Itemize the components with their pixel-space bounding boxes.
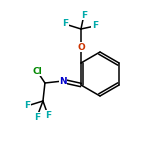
Text: F: F [34, 112, 40, 121]
Text: F: F [81, 10, 87, 19]
Text: Cl: Cl [32, 67, 42, 76]
Text: O: O [77, 43, 85, 52]
Text: F: F [62, 19, 68, 29]
Text: F: F [24, 102, 30, 111]
Text: F: F [45, 111, 51, 119]
Text: F: F [92, 21, 98, 31]
Text: N: N [59, 76, 67, 85]
